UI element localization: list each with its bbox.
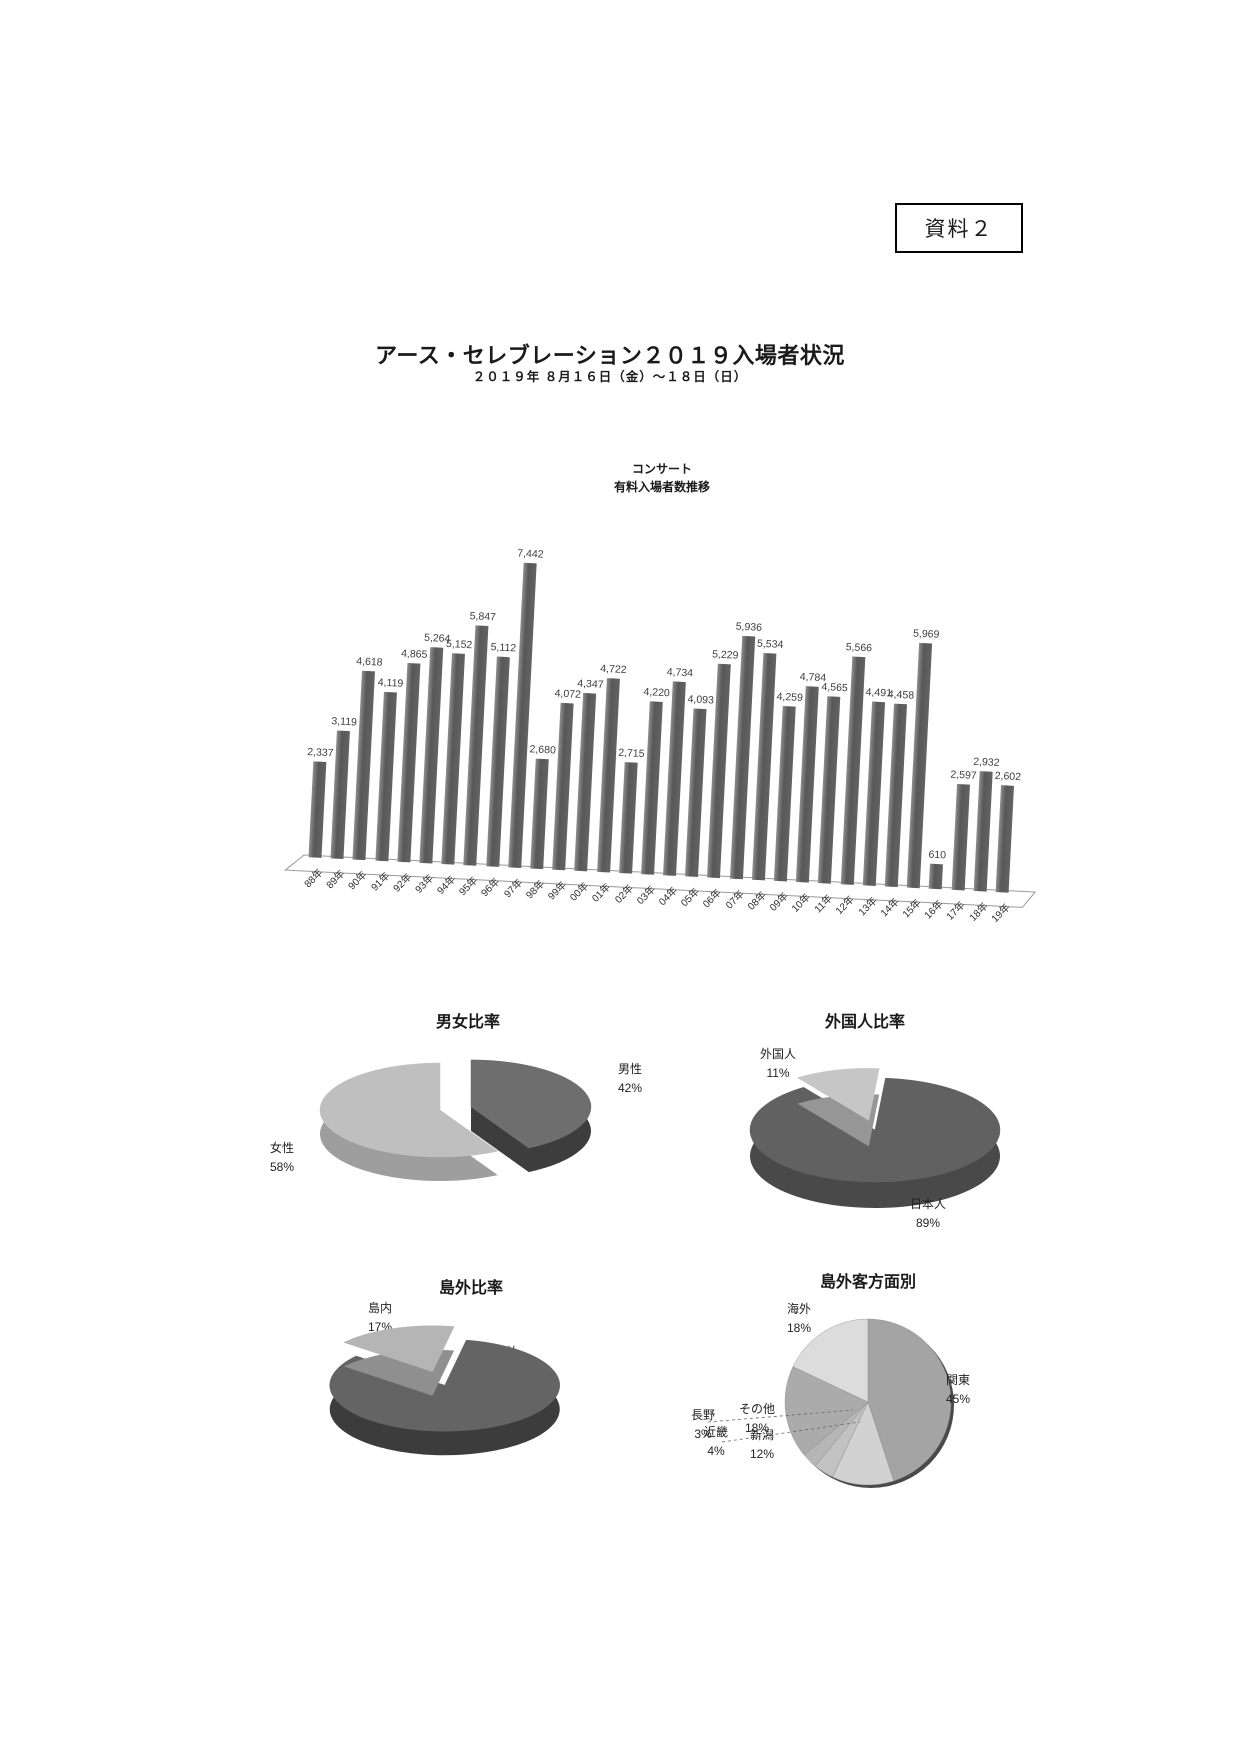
bar-value-label: 4,119 [377, 676, 404, 690]
pie-chart-gender [319, 1059, 592, 1181]
doc-label: 資料２ [924, 217, 994, 241]
pie-slice-name: 近畿 [704, 1425, 729, 1439]
bar-chart-title-line-2: 有料入場者数推移 [613, 480, 711, 494]
pie-slice [343, 1325, 455, 1373]
bar-value-label: 4,458 [887, 688, 915, 702]
bar-value-label: 4,865 [400, 647, 428, 661]
bar-series: 2,337 88年 3,119 89年 4,618 90年 4,119 91年 4,865 92年… [303, 527, 1030, 924]
pie-slice [470, 1059, 592, 1149]
pie-slice-name: 新潟 [750, 1428, 775, 1442]
page-subtitle: ２０１９年 ８月１６日（金）～１８日（日） [472, 370, 748, 384]
pie-slice-percent: 4% [707, 1444, 725, 1459]
pie-title-foreigner: 外国人比率 [824, 1014, 906, 1031]
bar-chart-title-line-1: コンサート [631, 462, 693, 476]
leader-line [707, 1409, 854, 1423]
bar-value-label: 5,112 [490, 641, 517, 655]
bar-value-label: 4,220 [643, 685, 671, 700]
bar [330, 730, 351, 860]
pie-slice-name: 女性 [270, 1141, 295, 1155]
bar-value-label: 4,565 [821, 680, 849, 695]
bar-value-label: 4,347 [577, 677, 604, 691]
pie-slice-name: 関東 [946, 1373, 971, 1387]
bar-value-label: 2,715 [617, 746, 645, 761]
bar-value-label: 5,566 [845, 641, 873, 655]
bar-value-label: 5,936 [735, 620, 763, 634]
pie-title-offisland: 島外比率 [438, 1280, 504, 1297]
bar-value-label: 5,847 [469, 610, 497, 624]
bar-value-label: 2,932 [972, 755, 1000, 770]
bar [929, 863, 944, 890]
chart-floor [283, 854, 1037, 908]
bar [951, 783, 970, 891]
bar-value-label: 4,093 [687, 693, 715, 707]
pie-slice-name: 島内 [368, 1301, 393, 1315]
pie-slice-percent: 11% [766, 1066, 790, 1081]
bar-value-label: 2,597 [950, 768, 977, 782]
doc-label-box: 資料２ [895, 203, 1023, 253]
pie-slice-label: 外国人 11% [760, 1045, 796, 1083]
bar-plot-area: 2,337 88年 3,119 89年 4,618 90年 4,119 91年 4,865 92年… [283, 527, 1037, 925]
pie-title-gender: 男女比率 [435, 1014, 501, 1031]
bar-value-label: 610 [928, 848, 947, 862]
bar-value-label: 7,442 [516, 547, 544, 561]
pie-title-region: 島外客方面別 [819, 1274, 917, 1291]
page-title: アース・セレブレーション２０１９入場者状況 [375, 343, 845, 368]
pie-slice-label: 長野 3% [691, 1406, 715, 1444]
pie-slice-label: 近畿 4% [704, 1423, 728, 1461]
pie-slice [749, 1077, 1001, 1183]
bar-value-label: 5,229 [711, 648, 739, 662]
pie-slice-percent: 18% [787, 1321, 812, 1336]
pie-slice [796, 1068, 880, 1121]
bar [973, 771, 993, 892]
bar-chart: 2,337 88年 3,119 89年 4,618 90年 4,119 91年 4,865 92年… [283, 527, 1037, 925]
pie-slice-label: 女性 58% [270, 1139, 294, 1177]
pie-slice-percent: 45% [946, 1392, 971, 1407]
bar-value-label: 4,722 [599, 662, 627, 677]
pie-slice-name: 男性 [618, 1062, 643, 1076]
pie-slice-percent: 12% [750, 1447, 775, 1462]
pie-chart-foreigner [749, 1068, 1001, 1208]
bar-value-label: 2,337 [306, 746, 334, 760]
pie-slice [329, 1339, 560, 1432]
pie-slice-percent: 3% [694, 1427, 712, 1442]
bar-value-label: 5,534 [756, 637, 784, 651]
pie-slice-label: 海外 18% [787, 1300, 811, 1338]
pie-slice-name: その他 [739, 1402, 776, 1416]
pie-slice-name: 外国人 [760, 1047, 797, 1061]
bar-value-label: 4,259 [776, 690, 804, 705]
leader-line [721, 1421, 861, 1443]
pie-slice-name: 日本人 [910, 1197, 947, 1211]
pie-slice-label: 日本人 89% [910, 1195, 946, 1233]
bar-chart-title: コンサート 有料入場者数推移 [614, 460, 710, 496]
pie-slice [867, 1318, 952, 1482]
bar-value-label: 5,969 [912, 627, 940, 641]
pie-slice-label: 関東 45% [946, 1371, 970, 1409]
bar-value-label: 2,602 [994, 769, 1022, 784]
pie-slice-percent: 18% [744, 1421, 770, 1436]
pie-slice-label: その他 18% [739, 1400, 775, 1438]
pie-slice-name: 海外 [787, 1302, 812, 1316]
pie-slice-label: 男性 42% [618, 1060, 642, 1098]
bar [618, 762, 638, 874]
bar [530, 758, 549, 870]
bar [995, 785, 1014, 893]
pie-slice [832, 1401, 894, 1486]
bar-value-label: 5,152 [445, 637, 473, 652]
pie-slice-percent: 58% [270, 1160, 295, 1175]
pie-slice-name: 長野 [691, 1408, 716, 1422]
bar-value-label: 2,680 [529, 743, 557, 757]
pie-chart-region [707, 1318, 954, 1488]
pie-slice-percent: 89% [915, 1216, 941, 1231]
pie-slice [319, 1062, 499, 1158]
bar [308, 761, 327, 858]
bar-value-label: 3,119 [331, 715, 358, 729]
pie-chart-offisland [329, 1325, 560, 1456]
pie-slice-label: 新潟 12% [750, 1426, 774, 1464]
pie-slice [792, 1318, 869, 1403]
pie-slice-percent: 42% [618, 1081, 643, 1096]
bar-value-label: 4,734 [666, 666, 694, 680]
pie-slice [784, 1366, 869, 1456]
bar-value-label: 4,618 [355, 655, 383, 669]
